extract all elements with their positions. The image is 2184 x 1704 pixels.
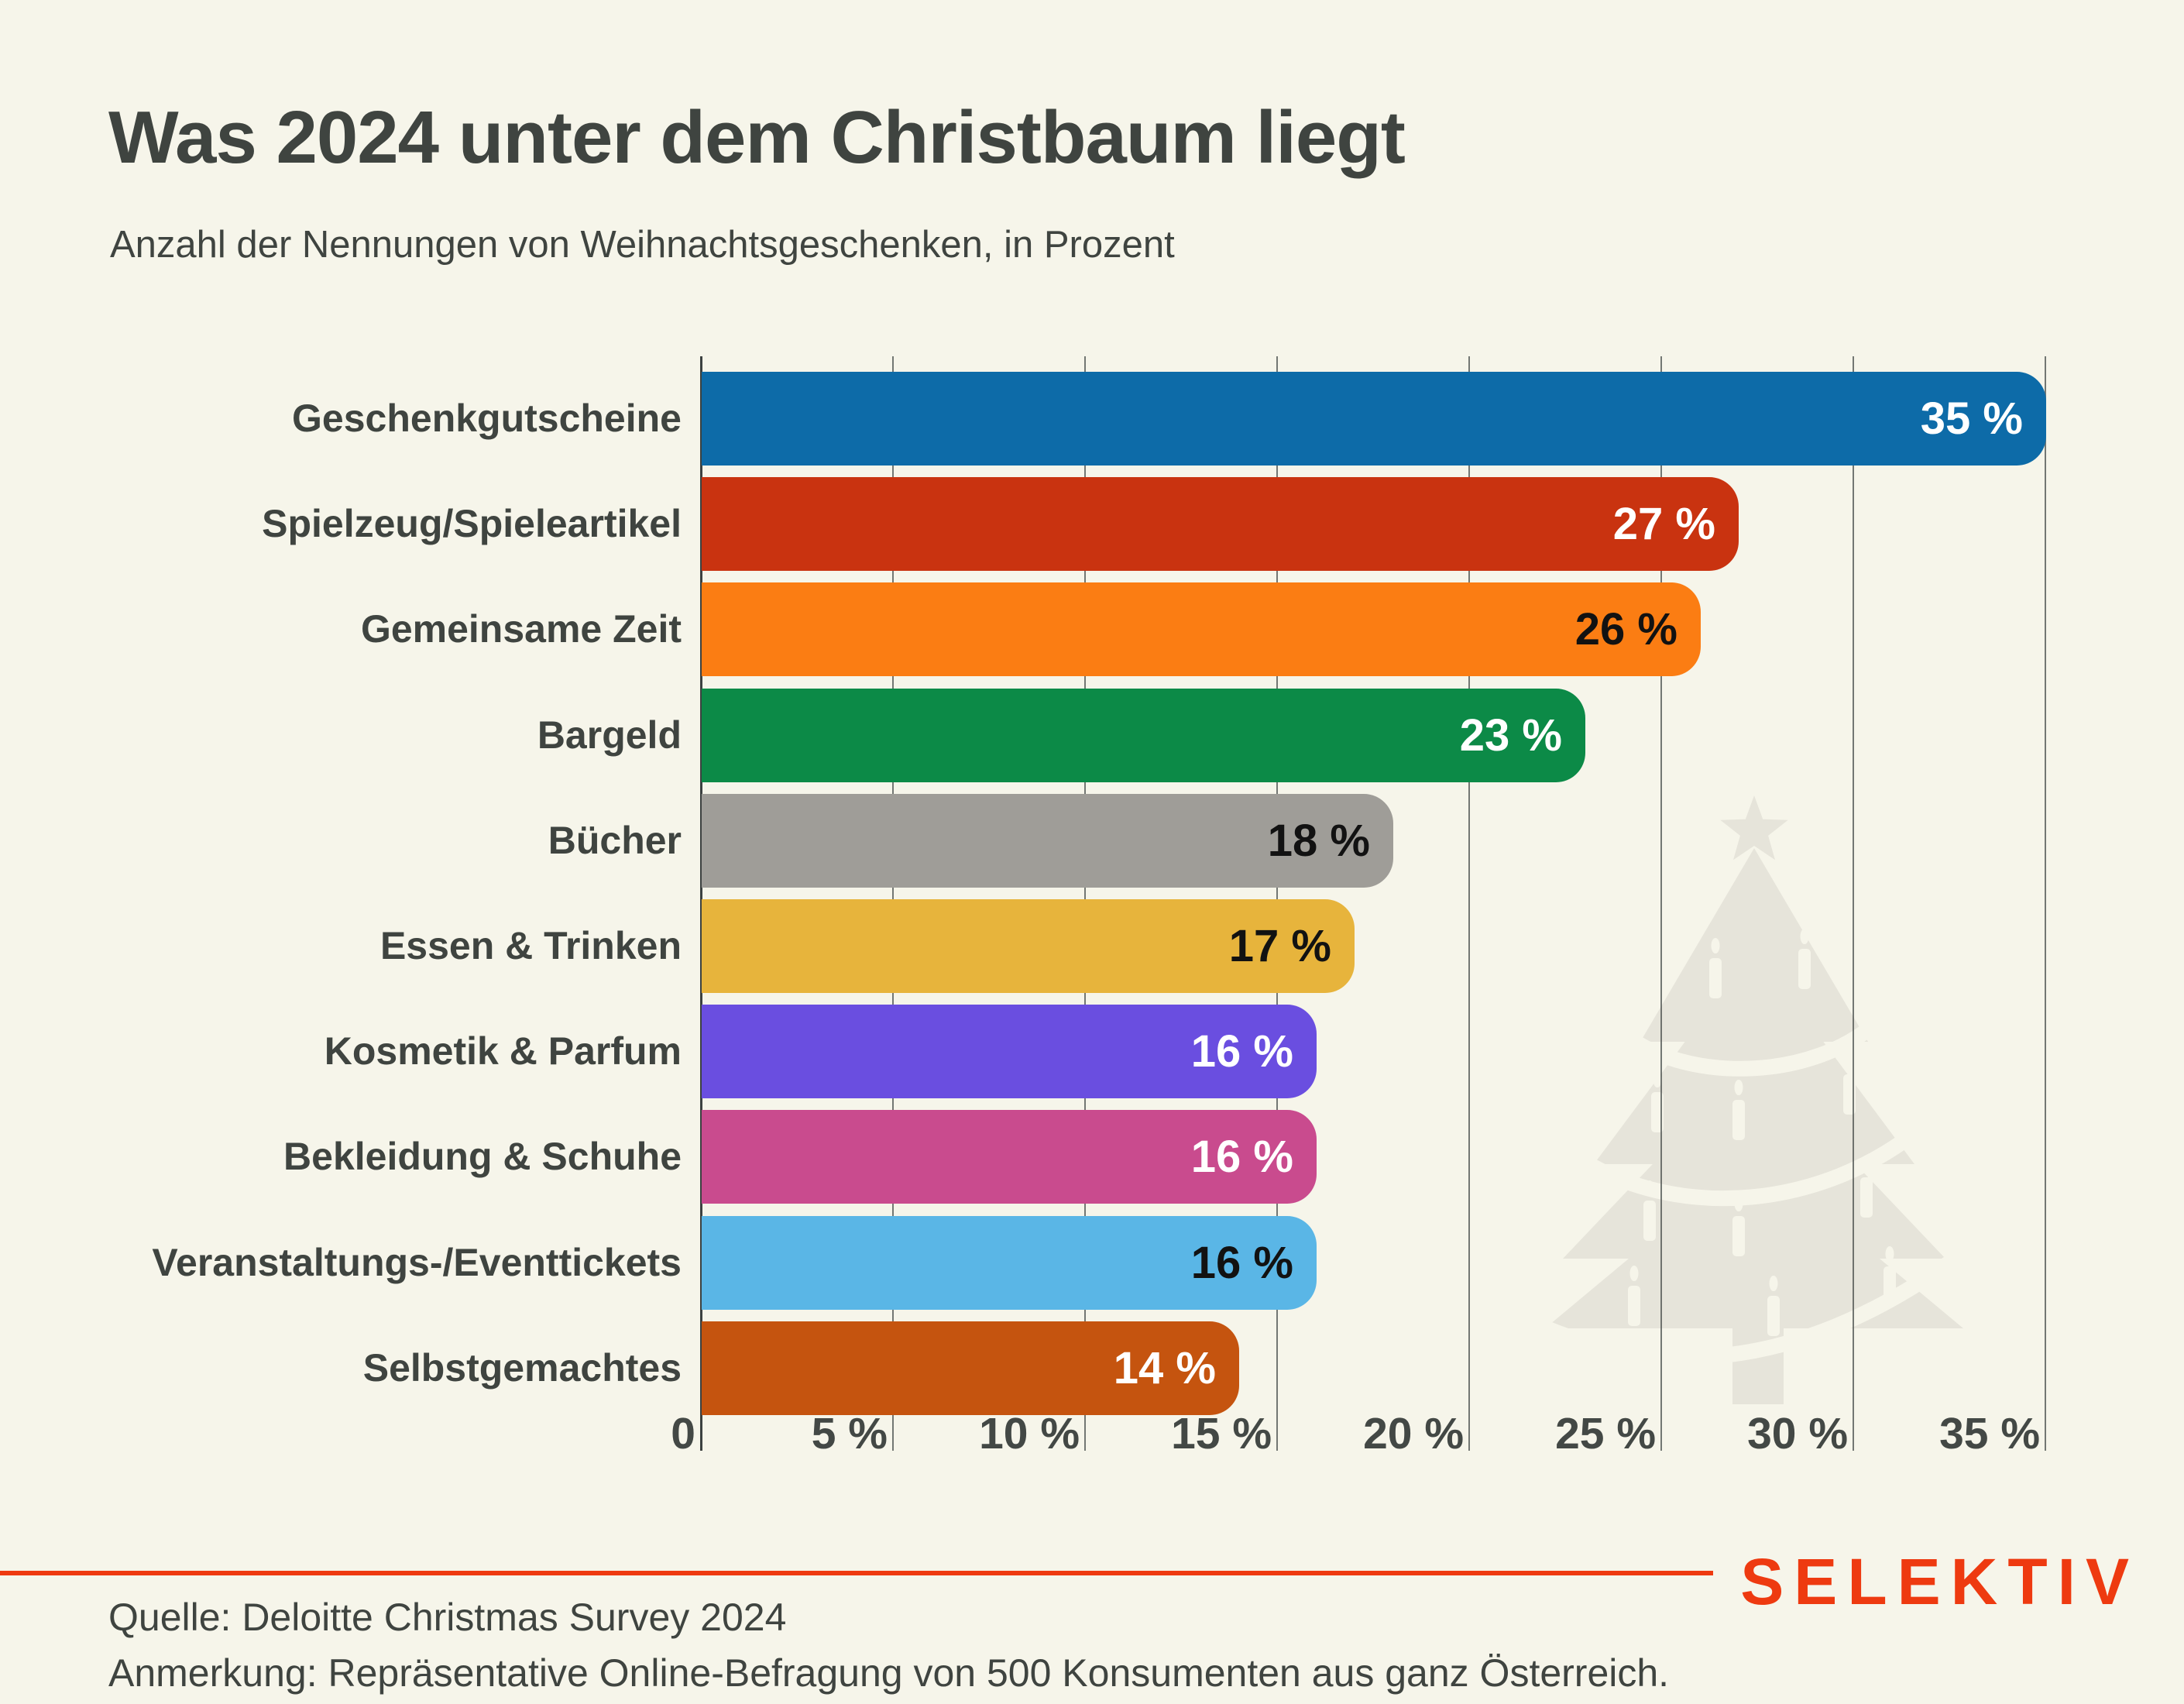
bar-geschenkgutscheine: 35 % xyxy=(702,372,2046,466)
chart-title: Was 2024 unter dem Christbaum liegt xyxy=(108,96,1406,179)
bar-essen-trinken: 17 % xyxy=(702,899,1355,993)
x-tick-label-0: 0 xyxy=(671,1409,695,1458)
y-axis-line xyxy=(700,356,702,1451)
value-label-bargeld: 23 % xyxy=(1459,710,1562,761)
bar-gemeinsame-zeit: 26 % xyxy=(702,582,1701,676)
gridline-35 xyxy=(2045,356,2046,1451)
gridline-25 xyxy=(1660,356,1662,1451)
bar-kosmetik-parfum: 16 % xyxy=(702,1005,1317,1098)
value-label-selbstgemachtes: 14 % xyxy=(1113,1343,1216,1393)
chart-subtitle: Anzahl der Nennungen von Weihnachtsgesch… xyxy=(110,224,1175,266)
category-label-selbstgemachtes: Selbstgemachtes xyxy=(362,1346,682,1390)
bar-bargeld: 23 % xyxy=(702,689,1585,782)
bar-bekleidung-schuhe: 16 % xyxy=(702,1110,1317,1204)
category-label-bargeld: Bargeld xyxy=(537,713,682,757)
x-tick-label-20: 20 % xyxy=(1363,1409,1464,1458)
bar-b-cher: 18 % xyxy=(702,794,1393,888)
value-label-spielzeug-spieleartikel: 27 % xyxy=(1612,499,1715,549)
x-tick-label-25: 25 % xyxy=(1555,1409,1656,1458)
bar-veranstaltungs-eventtickets: 16 % xyxy=(702,1216,1317,1310)
value-label-b-cher: 18 % xyxy=(1267,816,1370,866)
category-label-essen-trinken: Essen & Trinken xyxy=(379,924,682,967)
x-tick-label-10: 10 % xyxy=(979,1409,1080,1458)
value-label-essen-trinken: 17 % xyxy=(1228,921,1331,971)
source-text: Quelle: Deloitte Christmas Survey 2024 xyxy=(108,1596,787,1639)
category-label-gemeinsame-zeit: Gemeinsame Zeit xyxy=(360,607,682,651)
category-label-b-cher: Bücher xyxy=(548,819,682,862)
x-tick-label-5: 5 % xyxy=(811,1409,888,1458)
value-label-geschenkgutscheine: 35 % xyxy=(1920,393,2023,444)
category-label-veranstaltungs-eventtickets: Veranstaltungs-/Eventtickets xyxy=(152,1241,682,1284)
gridline-20 xyxy=(1468,356,1470,1451)
category-label-bekleidung-schuhe: Bekleidung & Schuhe xyxy=(283,1135,682,1178)
value-label-veranstaltungs-eventtickets: 16 % xyxy=(1190,1238,1293,1288)
category-label-kosmetik-parfum: Kosmetik & Parfum xyxy=(324,1029,682,1073)
value-label-bekleidung-schuhe: 16 % xyxy=(1190,1132,1293,1182)
x-tick-label-35: 35 % xyxy=(1939,1409,2040,1458)
x-tick-label-15: 15 % xyxy=(1171,1409,1272,1458)
x-tick-label-30: 30 % xyxy=(1747,1409,1848,1458)
category-label-spielzeug-spieleartikel: Spielzeug/Spieleartikel xyxy=(262,502,682,545)
value-label-kosmetik-parfum: 16 % xyxy=(1190,1026,1293,1077)
selektiv-logo: SELEKTIV xyxy=(1740,1545,2139,1618)
christmas-tree-icon xyxy=(1541,795,1973,1404)
bar-spielzeug-spieleartikel: 27 % xyxy=(702,477,1739,571)
note-text: Anmerkung: Repräsentative Online-Befragu… xyxy=(108,1651,1670,1695)
footer-divider xyxy=(0,1571,1713,1575)
category-label-geschenkgutscheine: Geschenkgutscheine xyxy=(292,397,682,440)
value-label-gemeinsame-zeit: 26 % xyxy=(1574,604,1677,654)
gridline-30 xyxy=(1853,356,1854,1451)
bar-selbstgemachtes: 14 % xyxy=(702,1321,1239,1415)
